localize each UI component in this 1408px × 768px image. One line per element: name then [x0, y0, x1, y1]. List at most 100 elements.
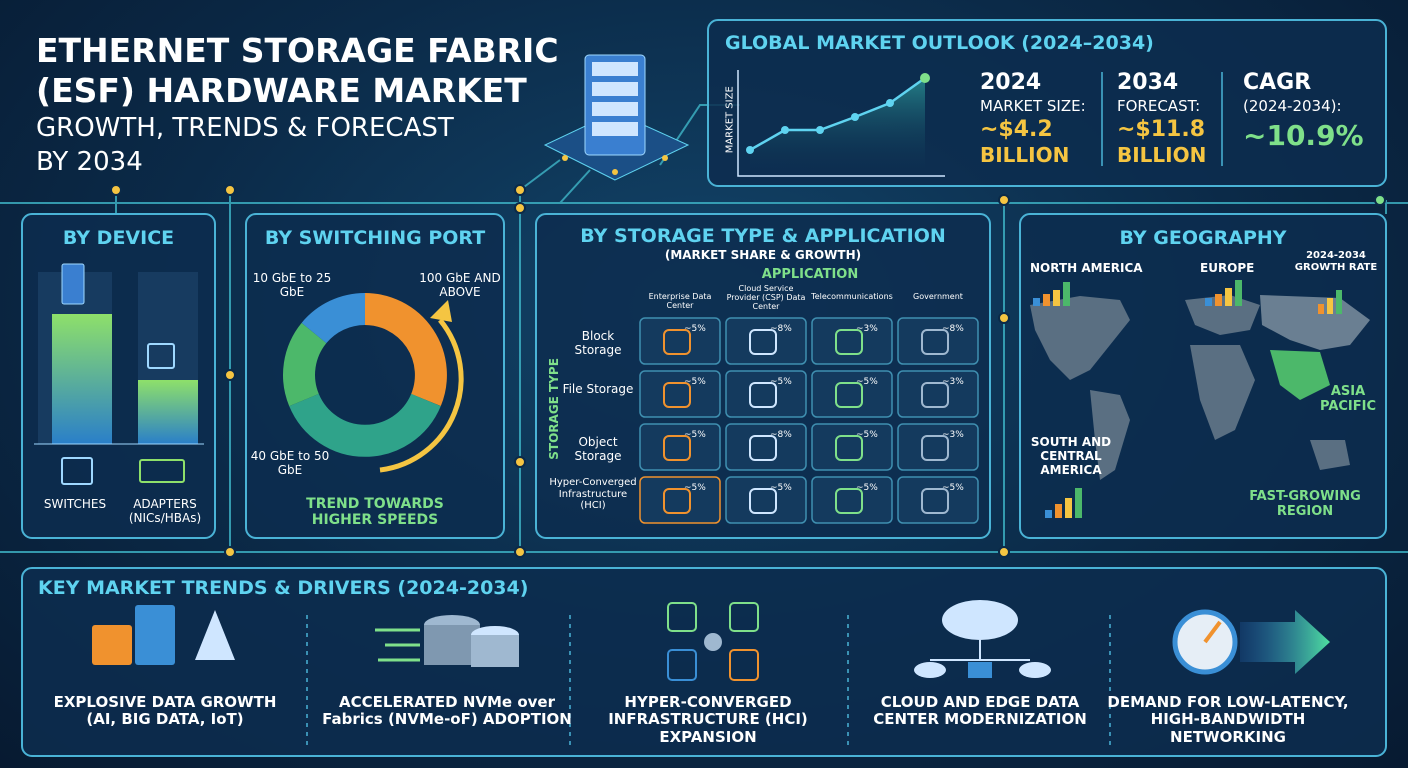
trend-label: CLOUD AND EDGE DATA CENTER MODERNIZATION — [873, 693, 1087, 729]
matrix-cell — [639, 317, 721, 365]
matrix-cell — [811, 423, 893, 471]
stat-year: 2034 — [1117, 70, 1179, 95]
device-bars — [34, 263, 204, 485]
matrix-cell — [639, 423, 721, 471]
cell-value: ~5% — [684, 324, 706, 334]
switching-panel — [245, 213, 505, 539]
cell-icon — [921, 435, 949, 461]
cell-icon — [663, 435, 691, 461]
section-title: BY SWITCHING PORT — [264, 227, 486, 249]
subtitle: GROWTH, TRENDS & FORECAST — [36, 113, 454, 143]
cell-value: ~5% — [942, 483, 964, 493]
matrix-cell — [725, 370, 807, 418]
cell-value: ~3% — [942, 377, 964, 387]
cell-value: ~8% — [942, 324, 964, 334]
matrix-cell — [725, 476, 807, 524]
node — [514, 456, 526, 468]
node — [514, 184, 526, 196]
stat-label: FORECAST: — [1117, 97, 1201, 115]
trend-label: DEMAND FOR LOW-LATENCY, HIGH-BANDWIDTH N… — [1107, 693, 1349, 746]
trend-label: ACCELERATED NVMe over Fabrics (NVMe-oF) … — [322, 693, 572, 729]
cagr-period: (2024-2034): — [1243, 97, 1342, 115]
cell-icon — [921, 382, 949, 408]
cell-value: ~3% — [942, 430, 964, 440]
section-title: BY GEOGRAPHY — [1119, 227, 1287, 249]
matrix-cell — [897, 370, 979, 418]
section-title: KEY MARKET TRENDS & DRIVERS (2024-2034) — [38, 577, 529, 599]
cell-value: ~5% — [684, 377, 706, 387]
matrix-cell — [897, 476, 979, 524]
stat-value: ~$11.8 — [1117, 117, 1206, 142]
switching-donut — [283, 292, 464, 473]
cell-value: ~8% — [770, 324, 792, 334]
stat-year: 2024 — [980, 70, 1042, 95]
row-label: Hyper-Converged Infrastructure (HCI) — [549, 477, 637, 511]
trend-label: HYPER-CONVERGED INFRASTRUCTURE (HCI) EXP… — [608, 693, 808, 746]
cell-icon — [835, 382, 863, 408]
matrix-cell — [897, 423, 979, 471]
matrix-cell — [725, 317, 807, 365]
cell-icon — [835, 435, 863, 461]
trend-label: EXPLOSIVE DATA GROWTH (AI, BIG DATA, IoT… — [53, 693, 277, 729]
node — [1374, 194, 1386, 206]
matrix-cell — [811, 476, 893, 524]
trends-panel — [21, 567, 1387, 757]
section-subtitle: (MARKET SHARE & GROWTH) — [664, 248, 862, 262]
region-label: ASIA PACIFIC — [1319, 384, 1377, 414]
column-label: Government — [913, 292, 963, 301]
column-label: Telecommunications — [811, 292, 893, 301]
cell-value: ~5% — [856, 430, 878, 440]
matrix-cell — [639, 370, 721, 418]
node — [514, 202, 526, 214]
matrix-cell — [725, 423, 807, 471]
region-label: NORTH AMERICA — [1030, 261, 1143, 275]
cagr-value: ~10.9% — [1243, 119, 1364, 152]
matrix-cell — [639, 476, 721, 524]
row-label: File Storage — [562, 382, 634, 396]
region-label: EUROPE — [1200, 261, 1255, 275]
region-label: SOUTH AND CENTRAL AMERICA — [1030, 435, 1112, 477]
stat-unit: BILLION — [1117, 143, 1207, 167]
growth-label: 2024-2034 GROWTH RATE — [1294, 250, 1378, 273]
section-title: BY DEVICE — [62, 227, 175, 249]
node — [224, 546, 236, 558]
trend-note: TREND TOWARDS HIGHER SPEEDS — [306, 496, 444, 529]
subtitle: BY 2034 — [36, 147, 143, 177]
matrix-cell — [897, 317, 979, 365]
region-bar-icons — [1033, 280, 1342, 518]
row-label: Object Storage — [574, 435, 622, 463]
column-label: Enterprise Data Center — [648, 292, 712, 311]
cell-value: ~3% — [856, 324, 878, 334]
cell-value: ~5% — [856, 377, 878, 387]
device-label: SWITCHES — [43, 497, 107, 511]
cell-icon — [749, 382, 777, 408]
node — [224, 369, 236, 381]
section-title: BY STORAGE TYPE & APPLICATION — [580, 225, 946, 247]
stat-value: ~$4.2 — [980, 117, 1053, 142]
column-header: APPLICATION — [761, 267, 859, 282]
matrix-cell — [811, 317, 893, 365]
cell-icon — [663, 329, 691, 355]
node — [110, 184, 122, 196]
storage-matrix — [639, 317, 979, 524]
cell-icon — [921, 488, 949, 514]
cell-icon — [749, 329, 777, 355]
cell-icon — [663, 488, 691, 514]
section-title: GLOBAL MARKET OUTLOOK (2024–2034) — [725, 32, 1154, 54]
cell-value: ~5% — [684, 430, 706, 440]
fast-growing-label: FAST-GROWING REGION — [1249, 489, 1361, 519]
node — [514, 546, 526, 558]
server-stack-icon — [543, 54, 690, 181]
device-label: ADAPTERS (NICs/HBAs) — [128, 497, 202, 525]
cell-value: ~5% — [770, 483, 792, 493]
node — [224, 184, 236, 196]
cell-icon — [663, 382, 691, 408]
axis-label: MARKET SIZE — [724, 86, 736, 154]
node — [998, 194, 1010, 206]
stat-unit: BILLION — [980, 143, 1070, 167]
cell-icon — [749, 488, 777, 514]
connector-nodes — [110, 184, 1386, 558]
trend-icons — [92, 600, 1330, 748]
